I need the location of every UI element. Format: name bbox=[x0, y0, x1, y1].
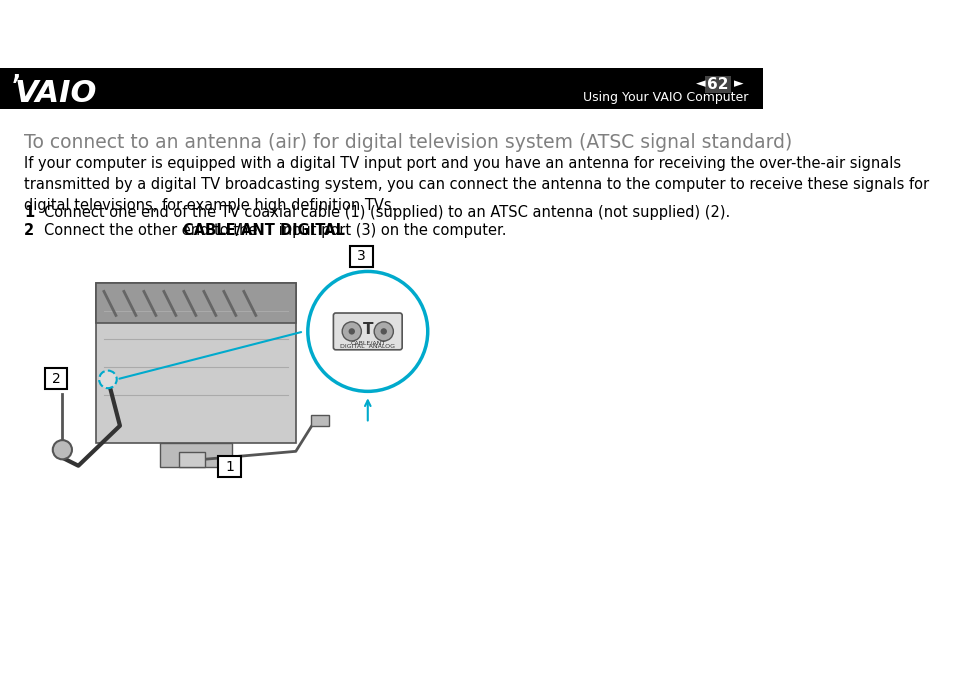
Text: 3: 3 bbox=[356, 249, 365, 264]
Text: 1: 1 bbox=[24, 205, 34, 220]
Text: Connect one end of the TV coaxial cable (1) (supplied) to an ATSC antenna (not s: Connect one end of the TV coaxial cable … bbox=[44, 205, 729, 220]
FancyBboxPatch shape bbox=[179, 452, 205, 466]
Polygon shape bbox=[160, 443, 232, 467]
FancyBboxPatch shape bbox=[0, 67, 762, 109]
Text: If your computer is equipped with a digital TV input port and you have an antenn: If your computer is equipped with a digi… bbox=[24, 156, 928, 212]
FancyBboxPatch shape bbox=[218, 456, 240, 477]
Text: ►: ► bbox=[733, 77, 742, 90]
Text: 2: 2 bbox=[51, 371, 60, 386]
Circle shape bbox=[342, 321, 361, 341]
Text: 62: 62 bbox=[706, 77, 728, 92]
Polygon shape bbox=[96, 284, 295, 443]
Text: ’: ’ bbox=[10, 73, 22, 111]
Ellipse shape bbox=[99, 371, 116, 388]
FancyBboxPatch shape bbox=[45, 368, 67, 389]
Text: VAIO: VAIO bbox=[14, 79, 96, 108]
Text: T: T bbox=[362, 322, 373, 337]
Text: 2: 2 bbox=[24, 224, 34, 239]
FancyBboxPatch shape bbox=[333, 313, 402, 350]
Circle shape bbox=[374, 321, 393, 341]
Circle shape bbox=[380, 328, 387, 334]
Text: CABLE/ANT DIGITAL: CABLE/ANT DIGITAL bbox=[183, 224, 345, 239]
Text: ◄: ◄ bbox=[695, 77, 704, 90]
Text: DIGITAL  ANALOG: DIGITAL ANALOG bbox=[340, 344, 395, 349]
Text: To connect to an antenna (air) for digital television system (ATSC signal standa: To connect to an antenna (air) for digit… bbox=[24, 133, 791, 152]
Text: input port (3) on the computer.: input port (3) on the computer. bbox=[274, 224, 506, 239]
Text: CABLE/ANT: CABLE/ANT bbox=[350, 340, 385, 345]
FancyBboxPatch shape bbox=[704, 75, 730, 93]
FancyBboxPatch shape bbox=[311, 415, 328, 426]
Circle shape bbox=[348, 328, 355, 334]
Polygon shape bbox=[96, 284, 295, 324]
FancyBboxPatch shape bbox=[350, 246, 373, 267]
Circle shape bbox=[52, 440, 71, 459]
Text: Connect the other end to the: Connect the other end to the bbox=[44, 224, 262, 239]
Text: 1: 1 bbox=[225, 460, 233, 474]
Text: Using Your VAIO Computer: Using Your VAIO Computer bbox=[582, 92, 747, 104]
